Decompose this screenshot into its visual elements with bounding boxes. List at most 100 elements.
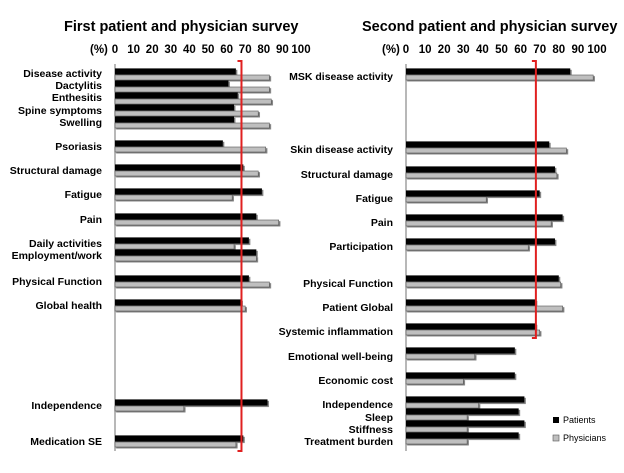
chart-title: First patient and physician survey bbox=[64, 19, 299, 35]
bar-group bbox=[114, 399, 268, 412]
bar-physicians bbox=[405, 353, 476, 360]
bar-physicians bbox=[405, 196, 487, 203]
bar-group bbox=[405, 299, 563, 312]
bar-physicians bbox=[114, 281, 270, 288]
bar-group bbox=[405, 347, 515, 360]
bar-physicians bbox=[405, 172, 558, 179]
bar-physicians bbox=[114, 243, 235, 250]
bar-physicians bbox=[114, 74, 270, 81]
category-label: Medication SE bbox=[30, 436, 102, 448]
bar-physicians bbox=[405, 402, 479, 409]
bar-patients bbox=[115, 275, 249, 282]
bar-physicians bbox=[405, 220, 552, 227]
category-label: Psoriasis bbox=[55, 141, 102, 153]
bar-physicians bbox=[405, 147, 567, 154]
axis-tick-label: 70 bbox=[533, 44, 546, 56]
bar-patients bbox=[115, 213, 257, 220]
bar-physicians bbox=[405, 329, 540, 336]
axis-unit-label: (%) bbox=[382, 44, 400, 56]
bar-group bbox=[114, 188, 262, 201]
category-label: Daily activities bbox=[29, 238, 102, 250]
bar-group bbox=[114, 104, 259, 117]
axis-tick-label: 20 bbox=[146, 44, 159, 56]
bar-group bbox=[114, 299, 246, 312]
axis-tick-label: 40 bbox=[183, 44, 196, 56]
bar-patients bbox=[115, 237, 249, 244]
bar-group bbox=[405, 396, 525, 409]
category-label: Dactylitis bbox=[55, 80, 102, 92]
bar-group bbox=[405, 214, 563, 227]
bar-group bbox=[405, 372, 515, 385]
category-label: Sleep bbox=[365, 412, 393, 424]
bar-group bbox=[114, 68, 270, 81]
bar-group bbox=[405, 68, 594, 81]
category-label: Fatigue bbox=[65, 189, 102, 201]
category-label: Physical Function bbox=[12, 276, 102, 288]
bar-patients bbox=[115, 435, 244, 442]
category-label: Treatment burden bbox=[304, 436, 393, 448]
axis-tick-label: 30 bbox=[457, 44, 470, 56]
category-label: Pain bbox=[80, 214, 102, 226]
bar-physicians bbox=[405, 305, 563, 312]
bar-group bbox=[405, 408, 519, 421]
axis-tick-label: 100 bbox=[291, 44, 310, 56]
category-label: MSK disease activity bbox=[289, 71, 393, 83]
bar-physicians bbox=[114, 122, 270, 129]
bar-patients bbox=[406, 190, 540, 197]
legend-swatch-patients bbox=[553, 417, 559, 423]
axis-tick-label: 90 bbox=[276, 44, 289, 56]
bar-patients bbox=[115, 399, 268, 406]
bar-physicians bbox=[405, 426, 468, 433]
axis-tick-label: 90 bbox=[572, 44, 585, 56]
bar-patients bbox=[115, 80, 229, 87]
category-label: Disease activity bbox=[23, 68, 102, 80]
bar-patients bbox=[115, 140, 223, 147]
bar-patients bbox=[406, 275, 559, 282]
bar-group bbox=[114, 249, 257, 262]
bar-group bbox=[114, 275, 270, 288]
category-label: Independence bbox=[322, 399, 393, 411]
bar-physicians bbox=[114, 219, 279, 226]
bar-group bbox=[114, 164, 259, 177]
category-label: Patient Global bbox=[322, 302, 393, 314]
reference-threshold-line bbox=[237, 60, 243, 452]
bar-patients bbox=[115, 188, 262, 195]
bar-patients bbox=[406, 323, 536, 330]
bar-patients bbox=[406, 238, 555, 245]
bar-physicians bbox=[114, 194, 233, 201]
category-label: Spine symptoms bbox=[18, 105, 102, 117]
category-label: Economic cost bbox=[318, 375, 393, 387]
bar-patients bbox=[115, 299, 242, 306]
bar-group bbox=[405, 432, 519, 445]
bar-patients bbox=[406, 372, 515, 379]
category-label: Employment/work bbox=[12, 250, 103, 262]
legend-label-patients: Patients bbox=[563, 415, 596, 425]
bar-physicians bbox=[114, 146, 266, 153]
bar-group bbox=[405, 190, 540, 203]
bar-patients bbox=[406, 214, 563, 221]
category-label: Global health bbox=[35, 300, 102, 312]
category-label: Structural damage bbox=[10, 165, 102, 177]
axis-tick-label: 10 bbox=[127, 44, 140, 56]
bar-group bbox=[405, 323, 540, 336]
category-label: Fatigue bbox=[356, 193, 393, 205]
category-label: Systemic inflammation bbox=[279, 326, 393, 338]
bar-patients bbox=[406, 347, 515, 354]
category-label: Physical Function bbox=[303, 278, 393, 290]
category-label: Swelling bbox=[59, 117, 102, 129]
bar-group bbox=[114, 80, 270, 93]
bar-patients bbox=[406, 68, 571, 75]
bar-physicians bbox=[405, 378, 464, 385]
category-label: Emotional well-being bbox=[288, 351, 393, 363]
bar-physicians bbox=[405, 244, 529, 251]
axis-unit-label: (%) bbox=[90, 44, 108, 56]
bar-patients bbox=[115, 164, 244, 171]
bar-group bbox=[114, 140, 266, 153]
bar-physicians bbox=[114, 86, 270, 93]
reference-threshold-line bbox=[531, 60, 537, 339]
bar-physicians bbox=[405, 74, 594, 81]
legend: Patients Physicians bbox=[552, 415, 607, 443]
category-label: Independence bbox=[31, 400, 102, 412]
axis-tick-label: 40 bbox=[476, 44, 489, 56]
